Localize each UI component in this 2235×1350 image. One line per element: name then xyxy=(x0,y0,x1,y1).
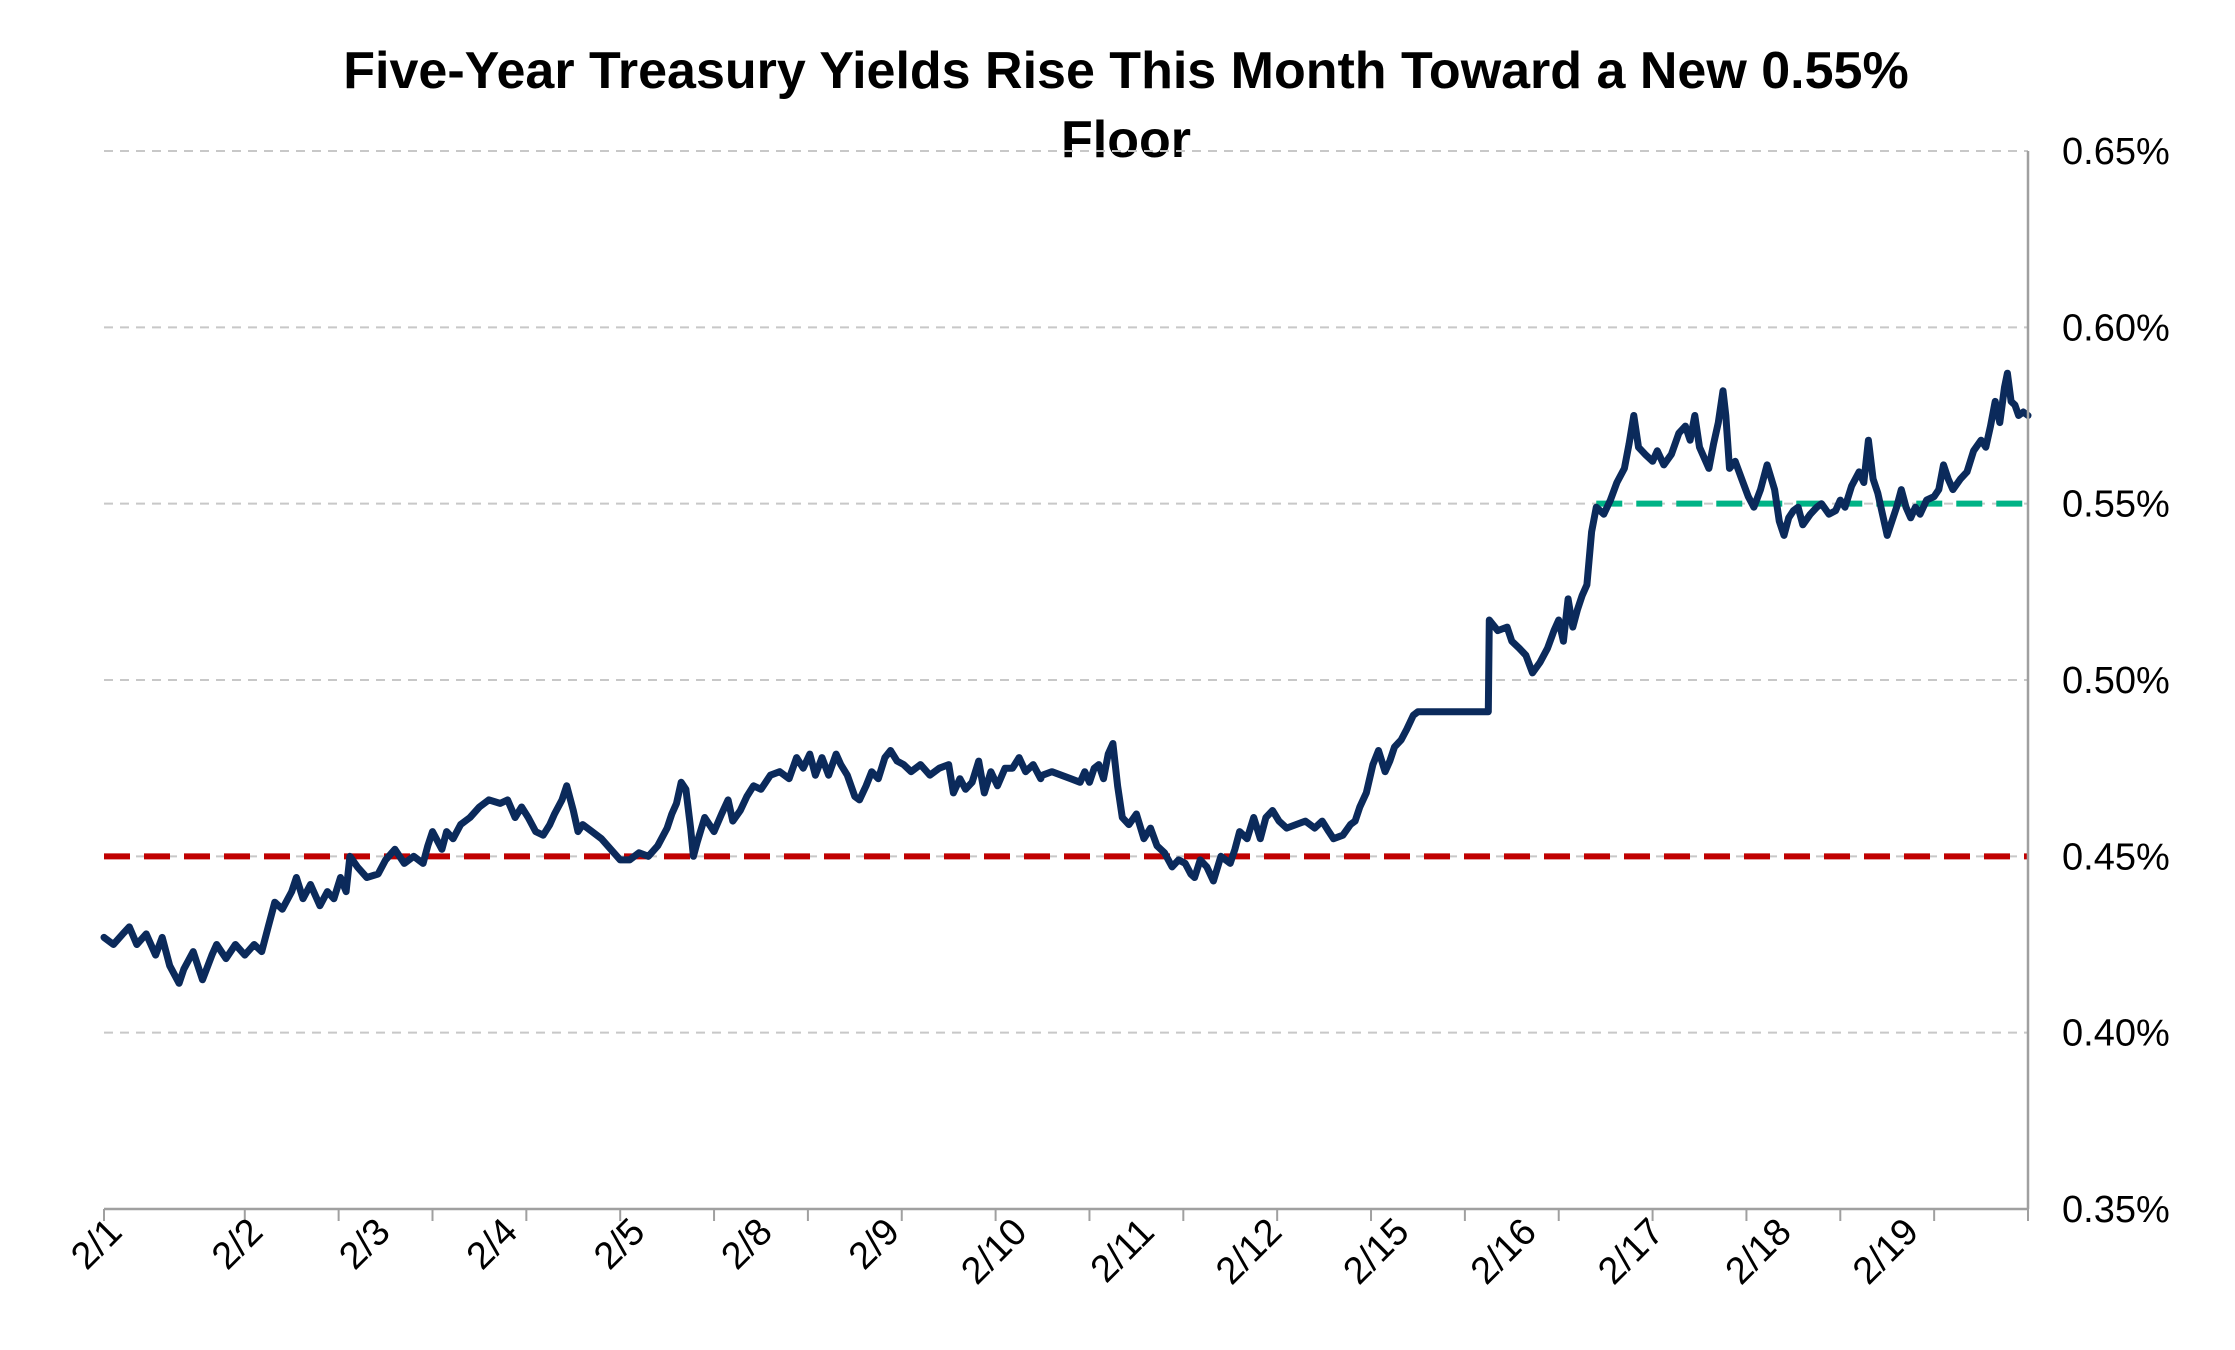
y-tick-label: 0.45% xyxy=(2062,836,2170,878)
x-tick-label: 2/8 xyxy=(714,1211,781,1278)
y-tick-label: 0.60% xyxy=(2062,307,2170,349)
gridlines xyxy=(104,150,2028,1034)
x-tick-label: 2/15 xyxy=(1335,1211,1417,1293)
x-tick-label: 2/10 xyxy=(953,1211,1035,1293)
axes xyxy=(104,151,2030,1211)
x-tick-label: 2/3 xyxy=(331,1211,398,1278)
x-axis-ticks: 2/1 2/2 2/3 2/4 2/5 2/8 2/9 2/10 2/11 2/12 2/15 2/1… xyxy=(63,1209,2029,1293)
x-tick-label: 2/18 xyxy=(1718,1211,1800,1293)
chart-title-line-2: Floor xyxy=(1061,111,1191,169)
y-tick-label: 0.40% xyxy=(2062,1013,2170,1055)
y-tick-label: 0.35% xyxy=(2062,1189,2170,1231)
x-tick-label: 2/2 xyxy=(204,1211,271,1278)
x-tick-label: 2/9 xyxy=(841,1211,908,1278)
x-tick-label: 2/5 xyxy=(586,1211,653,1278)
x-tick-label: 2/1 xyxy=(63,1211,130,1278)
x-tick-label: 2/4 xyxy=(459,1211,526,1278)
x-tick-label: 2/19 xyxy=(1845,1211,1927,1293)
series-layer xyxy=(100,369,2032,987)
y-axis-ticks: 0.35% 0.40% 0.45% 0.50% 0.55% 0.60% 0.65% xyxy=(2062,131,2170,1231)
x-tick-label: 2/16 xyxy=(1463,1211,1545,1293)
y-tick-label: 0.50% xyxy=(2062,660,2170,702)
chart-title: Five-Year Treasury Yields Rise This Mont… xyxy=(343,42,1908,169)
chart-title-line-1: Five-Year Treasury Yields Rise This Mont… xyxy=(343,42,1908,100)
x-tick-label: 2/11 xyxy=(1083,1211,1163,1291)
y-tick-label: 0.55% xyxy=(2062,484,2170,526)
series-line xyxy=(100,369,2032,987)
y-tick-label: 0.65% xyxy=(2062,131,2170,173)
x-tick-label: 2/17 xyxy=(1590,1211,1672,1293)
x-tick-label: 2/12 xyxy=(1208,1211,1290,1293)
